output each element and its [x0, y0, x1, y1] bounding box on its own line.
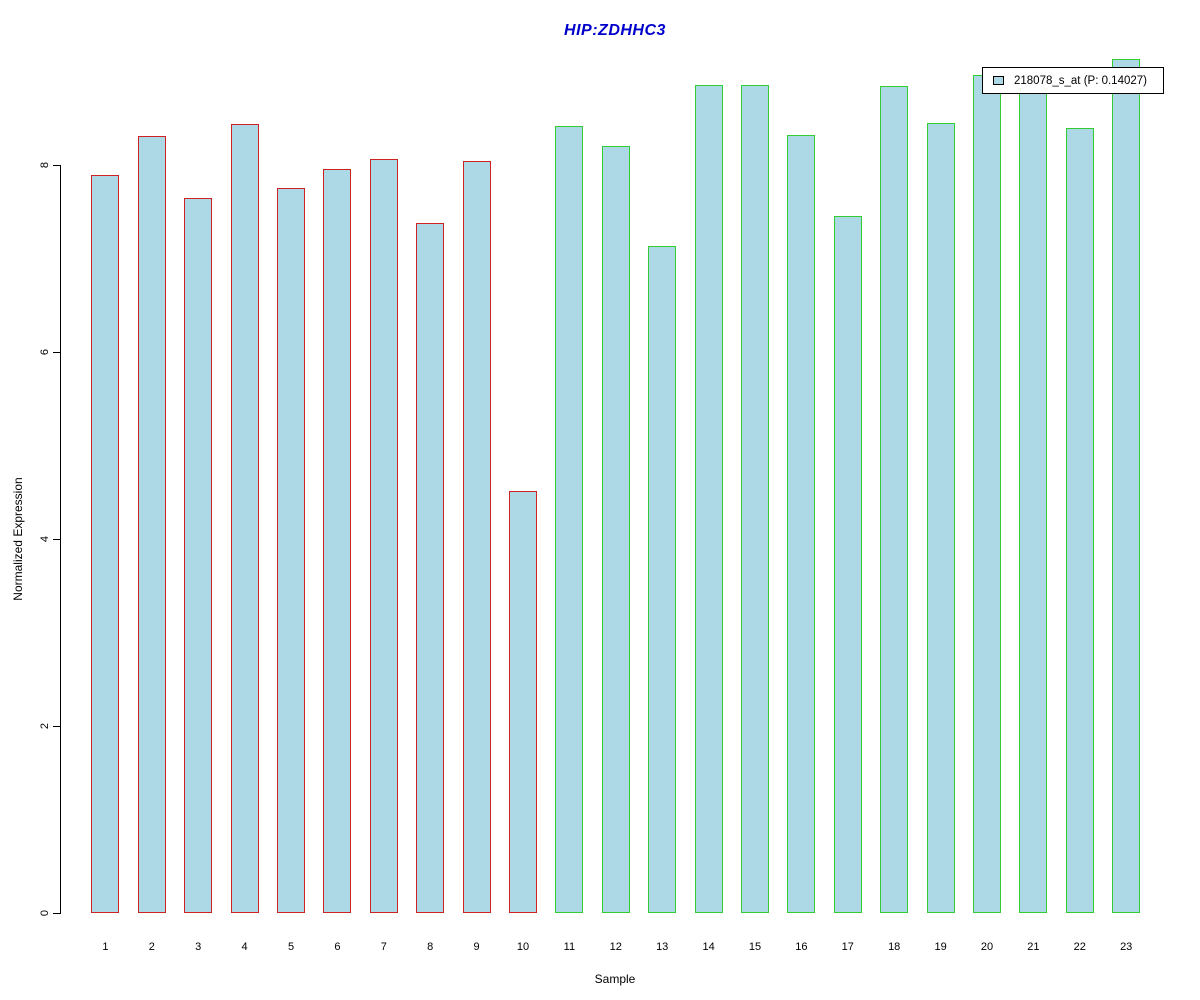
- bar-sample-15: [741, 84, 769, 913]
- y-tick-label: 8: [39, 161, 51, 169]
- y-axis-line: [60, 165, 61, 914]
- bar-sample-21: [1019, 80, 1048, 913]
- bar-sample-5: [277, 188, 305, 913]
- y-tick-mark: [53, 913, 60, 914]
- bar-sample-16: [787, 135, 816, 913]
- legend-box: 218078_s_at (P: 0.14027): [982, 67, 1164, 94]
- x-tick-label: 19: [934, 941, 947, 953]
- x-tick-label: 16: [795, 941, 808, 953]
- y-tick-mark: [53, 726, 60, 727]
- x-tick-label: 23: [1120, 941, 1133, 953]
- bar-sample-7: [369, 159, 398, 913]
- bar-sample-12: [601, 146, 630, 913]
- y-tick-label: 2: [39, 722, 51, 730]
- y-tick-mark: [53, 352, 60, 353]
- y-tick-label: 0: [39, 909, 51, 917]
- x-tick-label: 22: [1073, 941, 1086, 953]
- bar-sample-14: [694, 84, 723, 913]
- x-tick-label: 10: [516, 941, 530, 953]
- y-axis-title: Normalized Expression: [11, 477, 25, 601]
- bar-sample-3: [184, 197, 213, 913]
- x-tick-label: 1: [102, 941, 109, 953]
- x-tick-label: 6: [334, 941, 341, 953]
- bar-sample-23: [1112, 59, 1141, 913]
- bar-sample-20: [973, 75, 1001, 913]
- bar-sample-11: [555, 125, 584, 913]
- bar-sample-4: [230, 123, 259, 913]
- x-tick-label: 4: [241, 941, 248, 953]
- x-tick-label: 13: [656, 941, 669, 953]
- x-axis-title: Sample: [594, 972, 636, 986]
- chart-title: HIP:ZDHHC3: [564, 22, 666, 39]
- bar-sample-13: [648, 246, 677, 913]
- y-tick-label: 6: [39, 348, 51, 356]
- x-tick-label: 15: [748, 941, 762, 953]
- x-tick-label: 8: [427, 941, 434, 953]
- bar-sample-18: [880, 86, 909, 913]
- legend-swatch-icon: [993, 76, 1004, 85]
- bar-sample-22: [1065, 127, 1094, 913]
- bar-sample-9: [462, 161, 491, 913]
- y-tick-mark: [53, 165, 60, 166]
- x-tick-label: 12: [609, 941, 622, 953]
- bar-sample-1: [91, 175, 120, 913]
- legend-label: 218078_s_at (P: 0.14027): [1014, 74, 1147, 87]
- x-tick-label: 9: [473, 941, 480, 953]
- x-tick-label: 3: [195, 941, 202, 953]
- x-tick-label: 18: [888, 941, 901, 953]
- x-tick-label: 5: [287, 941, 295, 953]
- y-tick-mark: [53, 539, 60, 540]
- bar-sample-6: [323, 168, 352, 913]
- bar-sample-8: [416, 222, 445, 913]
- x-tick-label: 7: [380, 941, 387, 953]
- x-tick-label: 11: [563, 941, 576, 953]
- y-tick-label: 4: [39, 535, 51, 543]
- bar-sample-2: [137, 136, 166, 913]
- x-tick-label: 20: [980, 941, 994, 953]
- bar-sample-10: [509, 491, 537, 913]
- x-tick-label: 2: [148, 941, 155, 953]
- bar-sample-17: [833, 216, 862, 913]
- x-tick-label: 17: [841, 941, 854, 953]
- x-tick-label: 21: [1027, 941, 1040, 953]
- bar-sample-19: [926, 122, 955, 913]
- x-tick-label: 14: [702, 941, 715, 953]
